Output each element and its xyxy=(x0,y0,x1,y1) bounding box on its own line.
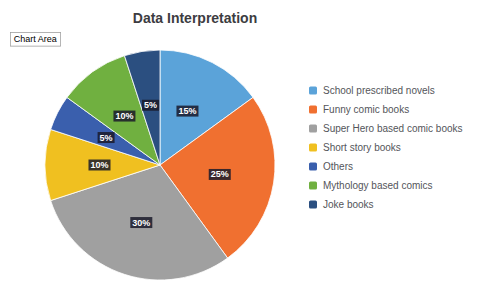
svg-text:5%: 5% xyxy=(144,100,157,110)
svg-text:10%: 10% xyxy=(90,160,108,170)
svg-text:25%: 25% xyxy=(211,169,229,179)
svg-text:Chart Area: Chart Area xyxy=(14,34,57,44)
svg-text:Funny comic books: Funny comic books xyxy=(323,104,409,115)
svg-text:Others: Others xyxy=(323,161,353,172)
svg-text:Super Hero based comic books: Super Hero based comic books xyxy=(323,123,463,134)
svg-text:Joke books: Joke books xyxy=(323,199,374,210)
svg-text:15%: 15% xyxy=(178,106,196,116)
svg-text:30%: 30% xyxy=(132,218,150,228)
svg-text:Short story books: Short story books xyxy=(323,142,401,153)
svg-text:10%: 10% xyxy=(115,111,133,121)
svg-text:Mythology based comics: Mythology based comics xyxy=(323,180,433,191)
svg-text:School prescribed novels: School prescribed novels xyxy=(323,85,435,96)
svg-text:Data Interpretation: Data Interpretation xyxy=(133,10,257,26)
svg-text:5%: 5% xyxy=(100,133,113,143)
